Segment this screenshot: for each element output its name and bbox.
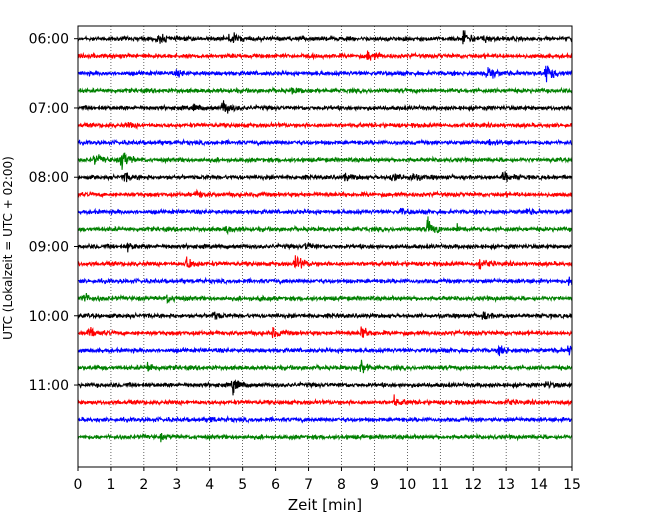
y-tick-label: 10:00 — [29, 309, 69, 325]
x-tick-label: 14 — [530, 477, 548, 493]
trace-0700 — [77, 100, 573, 114]
trace-0600 — [77, 30, 573, 45]
trace-1130 — [77, 414, 573, 424]
trace-0845 — [77, 216, 573, 236]
x-tick-label: 2 — [139, 477, 148, 493]
trace-0615 — [77, 50, 573, 61]
trace-0930 — [77, 276, 573, 286]
x-tick-label: 1 — [106, 477, 115, 493]
x-tick-label: 8 — [337, 477, 346, 493]
trace-0945 — [77, 292, 573, 305]
y-tick-label: 07:00 — [29, 101, 69, 117]
y-tick-label: 09:00 — [29, 240, 69, 256]
x-tick-label: 7 — [304, 477, 313, 493]
x-tick-label: 0 — [74, 477, 83, 493]
trace-0915 — [77, 255, 573, 270]
x-tick-label: 4 — [205, 477, 214, 493]
y-tick-label: 08:00 — [29, 170, 69, 186]
trace-0815 — [77, 188, 573, 199]
y-tick-label: 11:00 — [29, 378, 69, 394]
trace-0800 — [77, 171, 573, 183]
trace-0830 — [77, 207, 573, 216]
trace-0900 — [77, 242, 573, 253]
y-tick-label: 06:00 — [29, 32, 69, 48]
trace-0715 — [77, 120, 573, 131]
trace-1015 — [77, 326, 573, 339]
x-tick-label: 12 — [464, 477, 482, 493]
trace-0630 — [77, 65, 573, 83]
traces — [77, 30, 573, 443]
trace-1000 — [77, 311, 573, 321]
x-tick-label: 5 — [238, 477, 247, 493]
trace-1030 — [77, 344, 573, 357]
x-tick-label: 9 — [370, 477, 379, 493]
trace-1100 — [77, 379, 573, 396]
trace-0745 — [77, 152, 573, 170]
x-axis: 0 1 2 3 4 5 6 7 8 9 10 11 12 13 14 15 — [74, 467, 581, 493]
trace-1115 — [77, 394, 573, 407]
x-tick-label: 10 — [398, 477, 416, 493]
x-axis-label: Zeit [min] — [288, 496, 362, 514]
y-axis: 06:00 07:00 08:00 09:00 10:00 11:00 — [29, 32, 78, 394]
x-tick-label: 13 — [497, 477, 515, 493]
x-tick-label: 3 — [172, 477, 181, 493]
x-tick-label: 6 — [271, 477, 280, 493]
trace-0730 — [77, 138, 573, 147]
y-axis-label: UTC (Lokalzeit = UTC + 02:00) — [1, 156, 15, 340]
trace-0645 — [77, 86, 573, 95]
trace-1145 — [77, 432, 573, 443]
trace-1045 — [77, 359, 573, 374]
x-tick-label: 15 — [563, 477, 581, 493]
x-tick-label: 11 — [431, 477, 449, 493]
